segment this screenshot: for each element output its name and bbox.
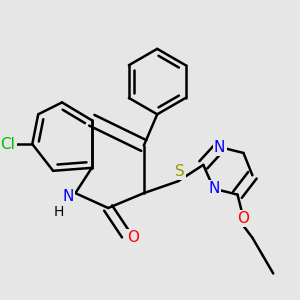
Text: O: O	[238, 211, 250, 226]
Text: S: S	[175, 164, 184, 179]
Text: Cl: Cl	[0, 136, 15, 152]
Text: N: N	[62, 189, 74, 204]
Text: N: N	[208, 181, 219, 196]
Text: O: O	[128, 230, 140, 245]
Text: H: H	[54, 206, 64, 220]
Text: N: N	[214, 140, 225, 154]
